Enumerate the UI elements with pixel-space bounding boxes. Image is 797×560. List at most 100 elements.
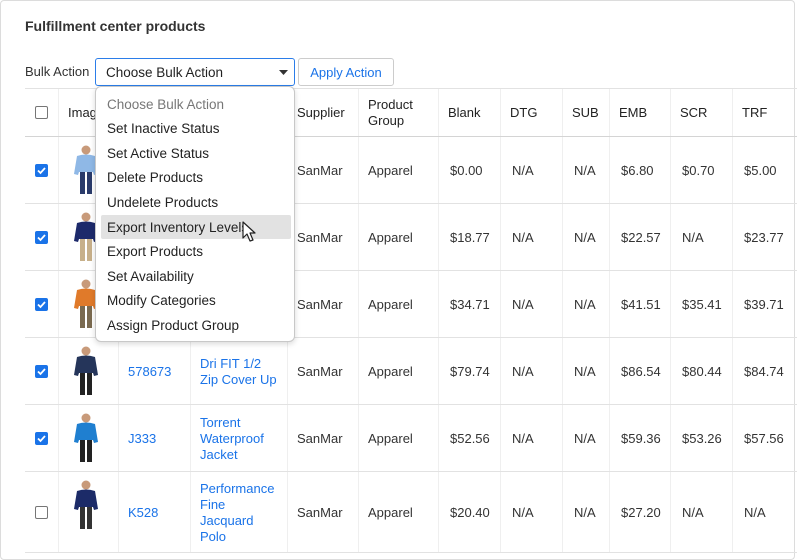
price: N/A — [512, 296, 534, 312]
bulk-action-label: Bulk Action — [25, 64, 90, 79]
row-divider — [25, 404, 797, 405]
supplier: SanMar — [297, 363, 343, 379]
price: $34.71 — [450, 296, 490, 312]
product-photo — [74, 413, 98, 462]
checkbox[interactable] — [35, 365, 48, 378]
product-group: Apparel — [368, 504, 413, 520]
product-name-link[interactable]: Dri FIT 1/2 Zip Cover Up — [200, 355, 277, 387]
supplier: SanMar — [297, 504, 343, 520]
product-group: Apparel — [368, 229, 413, 245]
product-image — [70, 412, 102, 466]
bulk-action-menu: Choose Bulk Action Set Inactive Status Set… — [95, 86, 295, 342]
check-mark — [37, 435, 46, 443]
column-header: DTG — [510, 104, 538, 120]
price: N/A — [682, 504, 704, 520]
row-divider — [25, 136, 797, 137]
column-divider — [732, 88, 733, 553]
menu-option[interactable]: Set Inactive Status — [107, 121, 220, 137]
product-photo — [74, 480, 98, 529]
price: N/A — [512, 229, 534, 245]
column-divider — [562, 88, 563, 553]
check-mark — [37, 301, 46, 309]
row-divider — [25, 337, 797, 338]
price: N/A — [574, 504, 596, 520]
sku-link[interactable]: J333 — [128, 430, 157, 446]
checkbox-cell — [25, 405, 58, 472]
sku-link[interactable]: 578673 — [128, 363, 172, 379]
price: $35.41 — [682, 296, 722, 312]
bulk-action-select[interactable]: Choose Bulk Action — [95, 58, 295, 86]
checkbox[interactable] — [35, 231, 48, 244]
product-photo — [74, 346, 98, 395]
product-name-link[interactable]: Torrent Waterproof Jacket — [200, 414, 264, 462]
menu-option[interactable]: Undelete Products — [107, 194, 219, 210]
product-group: Apparel — [368, 430, 413, 446]
menu-option[interactable]: Set Active Status — [107, 145, 210, 161]
price: $57.56 — [744, 430, 784, 446]
checkbox[interactable] — [35, 164, 48, 177]
mouse-cursor — [242, 221, 256, 242]
checkbox-cell — [25, 88, 58, 137]
select-arrow — [279, 70, 288, 75]
checkbox-cell — [25, 137, 58, 204]
column-divider — [358, 88, 359, 553]
price: $84.74 — [744, 363, 784, 379]
menu-option[interactable]: Modify Categories — [107, 293, 216, 309]
price: N/A — [512, 504, 534, 520]
column-divider — [500, 88, 501, 553]
supplier: SanMar — [297, 430, 343, 446]
price: N/A — [744, 504, 766, 520]
price: $39.71 — [744, 296, 784, 312]
product-photo — [74, 279, 98, 328]
row-divider — [25, 88, 797, 89]
price: $0.00 — [450, 162, 483, 178]
product-group: Apparel — [368, 363, 413, 379]
price: $52.56 — [450, 430, 490, 446]
product-image — [70, 144, 102, 198]
checkbox-cell — [25, 271, 58, 338]
column-header: EMB — [619, 104, 648, 120]
price: N/A — [512, 363, 534, 379]
product-photo — [74, 212, 98, 261]
price: N/A — [574, 296, 596, 312]
price: $20.40 — [450, 504, 490, 520]
check-mark — [37, 167, 46, 175]
price: $79.74 — [450, 363, 490, 379]
menu-option[interactable]: Export Inventory Levels — [101, 215, 291, 239]
product-image — [70, 278, 102, 332]
column-header: Blank — [448, 104, 481, 120]
checkbox-cell — [25, 338, 58, 405]
checkbox-cell — [25, 204, 58, 271]
menu-option[interactable]: Assign Product Group — [107, 317, 240, 333]
column-divider — [609, 88, 610, 553]
price: N/A — [574, 162, 596, 178]
menu-option[interactable]: Set Availability — [107, 268, 194, 284]
price: $41.51 — [621, 296, 661, 312]
price: $53.26 — [682, 430, 722, 446]
column-divider — [438, 88, 439, 553]
price: $59.36 — [621, 430, 661, 446]
apply-action-button[interactable]: Apply Action — [298, 58, 394, 86]
product-group: Apparel — [368, 296, 413, 312]
checkbox[interactable] — [35, 432, 48, 445]
price: N/A — [682, 229, 704, 245]
checkbox[interactable] — [35, 298, 48, 311]
column-header: TRF — [742, 104, 768, 120]
product-group: Apparel — [368, 162, 413, 178]
product-image — [70, 345, 102, 399]
price: $22.57 — [621, 229, 661, 245]
price: N/A — [512, 162, 534, 178]
price: N/A — [574, 363, 596, 379]
sku-link[interactable]: K528 — [128, 504, 159, 520]
product-name-link[interactable]: Performance Fine Jacquard Polo — [200, 480, 275, 544]
product-photo — [74, 145, 98, 194]
menu-option[interactable]: Delete Products — [107, 170, 204, 186]
checkbox[interactable] — [35, 506, 48, 519]
menu-option[interactable]: Export Products — [107, 244, 204, 260]
price: $27.20 — [621, 504, 661, 520]
supplier: SanMar — [297, 296, 343, 312]
checkbox[interactable] — [35, 106, 48, 119]
price: N/A — [574, 430, 596, 446]
price: N/A — [574, 229, 596, 245]
